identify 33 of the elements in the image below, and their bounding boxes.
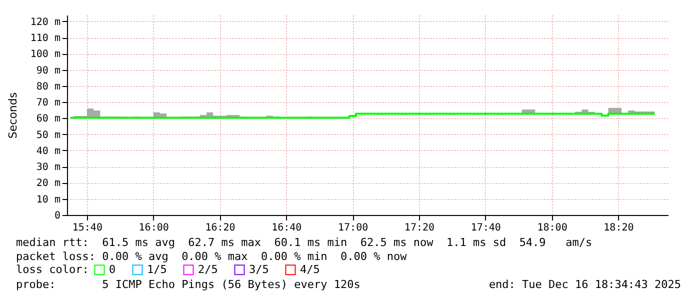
x-tick-label: 18:20 <box>604 222 634 234</box>
legend-label: 1/5 <box>147 262 167 276</box>
y-tick-label: 40 m <box>36 146 60 157</box>
x-tick-label: 16:40 <box>272 222 302 234</box>
text: median rtt: 61.5 ms avg 62.7 ms max 60.1 ms min 62.5 ms now 1.1 ms sd 54.9 am/s <box>16 236 592 249</box>
x-tick-label: 16:00 <box>138 222 169 234</box>
legend-label: 3/5 <box>249 262 269 276</box>
y-axis-title: Seconds <box>6 92 20 139</box>
legend-label: 2/5 <box>198 262 218 276</box>
y-tick-label: 80 m <box>36 81 60 92</box>
x-tick-label: 15:40 <box>72 222 102 234</box>
x-tick-label: 16:20 <box>205 222 236 234</box>
y-tick-label: 70 m <box>36 98 60 109</box>
x-tick-label: 17:00 <box>338 222 368 234</box>
y-tick-label: 60 m <box>36 114 60 125</box>
legend-title: loss color: <box>16 263 89 276</box>
x-tick-label: 17:40 <box>470 222 501 234</box>
y-tick-label: 30 m <box>36 162 60 174</box>
y-tick-label: 100 m <box>30 49 60 60</box>
y-tick-label: 10 m <box>36 194 60 206</box>
x-tick-label: 17:20 <box>404 222 435 234</box>
y-tick-label: 110 m <box>30 33 60 44</box>
x-tick-label: 18:00 <box>537 222 568 234</box>
text: probe: 5 ICMP Echo Pings (56 Bytes) every 120s <box>16 278 360 291</box>
y-tick-label: 90 m <box>36 65 60 76</box>
y-tick-label: 120 m <box>30 16 60 28</box>
text: end: Tue Dec 16 18:34:43 2025 <box>488 278 681 291</box>
legend-label: 4/5 <box>300 262 320 276</box>
y-tick-label: 0 <box>54 210 60 222</box>
y-tick-label: 20 m <box>36 178 60 190</box>
text: packet loss: 0.00 % avg 0.00 % max 0.00 % min 0.00 % now <box>16 250 407 263</box>
y-tick-label: 50 m <box>36 130 60 141</box>
legend-label: 0 <box>109 262 116 276</box>
